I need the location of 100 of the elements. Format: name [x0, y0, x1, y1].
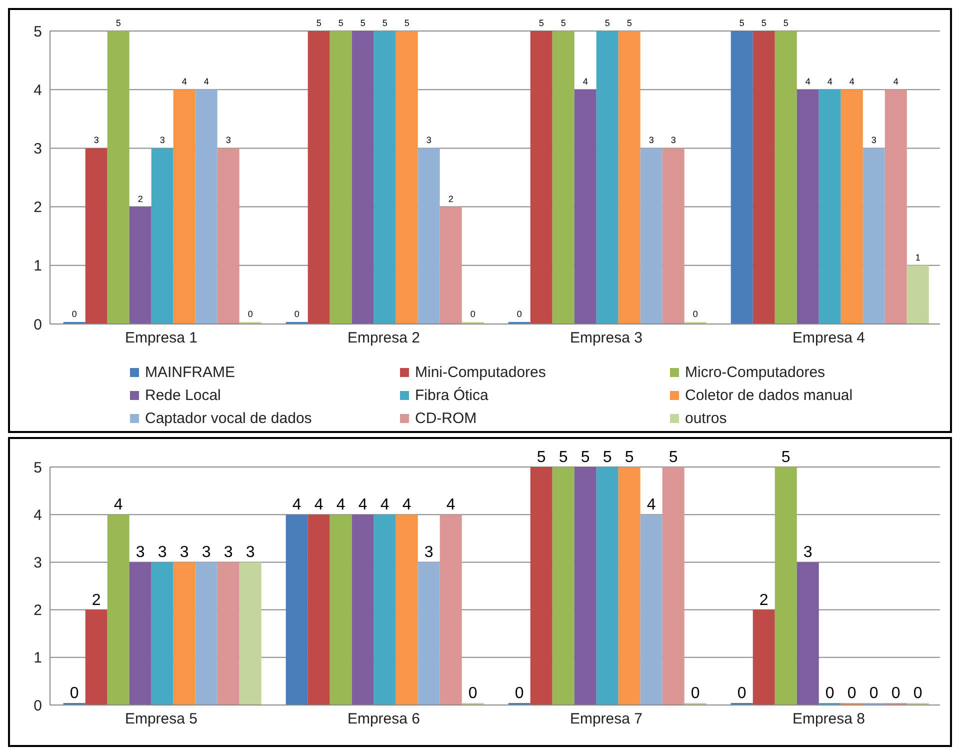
- bar: [151, 148, 174, 324]
- bar: [239, 562, 262, 705]
- data-label: 1: [915, 252, 920, 262]
- data-label: 4: [114, 496, 123, 514]
- data-label: 3: [424, 544, 434, 562]
- x-tick-label: Empresa 5: [124, 710, 198, 728]
- x-tick-label: Empresa 6: [347, 710, 420, 728]
- bar: [552, 31, 574, 324]
- data-label: 4: [827, 76, 832, 87]
- bar: [107, 514, 130, 705]
- data-label: 0: [737, 685, 746, 702]
- data-label: 0: [516, 309, 522, 319]
- data-label: 2: [92, 592, 101, 609]
- bar: [618, 467, 640, 705]
- x-tick-label: Empresa 1: [124, 330, 198, 347]
- data-label: 5: [781, 449, 790, 466]
- bar: [596, 467, 618, 705]
- data-label: 4: [805, 76, 810, 87]
- data-label: 3: [180, 544, 189, 562]
- bar: [862, 148, 885, 324]
- bar: [662, 467, 684, 705]
- data-label: 0: [869, 685, 878, 702]
- bar: [129, 206, 152, 324]
- bar: [352, 31, 374, 324]
- data-label: 3: [426, 135, 432, 146]
- data-label: 4: [446, 496, 456, 514]
- bar: [107, 31, 130, 324]
- data-label: 0: [847, 685, 856, 702]
- y-tick-label: 4: [34, 506, 42, 524]
- data-label: 4: [336, 496, 346, 514]
- bar: [618, 31, 640, 324]
- x-tick-label: Empresa 3: [570, 330, 643, 347]
- data-label: 5: [761, 18, 766, 28]
- data-label: 0: [70, 685, 79, 702]
- data-label: 3: [94, 135, 99, 146]
- bar: [440, 206, 462, 324]
- bar: [195, 90, 218, 324]
- legend-label: outros: [685, 410, 727, 427]
- data-label: 4: [204, 76, 209, 87]
- y-tick-label: 0: [34, 316, 42, 334]
- data-label: 5: [404, 18, 410, 28]
- data-label: 4: [358, 496, 368, 514]
- data-label: 5: [604, 18, 610, 28]
- y-tick-label: 3: [34, 554, 42, 572]
- data-label: 3: [158, 544, 167, 562]
- data-label: 5: [538, 18, 544, 28]
- bar: [596, 31, 618, 324]
- legend-label: Mini-Computadores: [415, 364, 546, 381]
- bar: [906, 265, 929, 324]
- data-label: 0: [913, 685, 922, 702]
- bar: [640, 148, 662, 324]
- data-label: 4: [182, 76, 187, 87]
- legend-label: CD-ROM: [415, 410, 477, 427]
- bar: [574, 90, 596, 324]
- data-label: 5: [116, 18, 121, 28]
- data-label: 5: [338, 18, 344, 28]
- bar: [85, 610, 108, 705]
- data-label: 5: [580, 449, 590, 466]
- bar: [173, 90, 196, 324]
- data-label: 0: [72, 309, 77, 319]
- data-label: 0: [468, 685, 478, 702]
- bar: [396, 31, 418, 324]
- data-label: 3: [648, 135, 654, 146]
- bar: [217, 148, 240, 324]
- bar: [396, 514, 418, 705]
- data-label: 5: [783, 18, 788, 28]
- data-label: 5: [668, 449, 678, 466]
- y-tick-label: 4: [34, 82, 42, 99]
- data-label: 5: [602, 449, 612, 466]
- data-label: 2: [759, 592, 768, 609]
- bar: [374, 31, 396, 324]
- bar: [552, 467, 574, 705]
- data-label: 5: [739, 18, 744, 28]
- data-label: 4: [380, 496, 390, 514]
- data-label: 3: [226, 135, 231, 146]
- bar: [173, 562, 196, 705]
- data-label: 2: [448, 194, 454, 204]
- bar: [774, 467, 797, 705]
- data-label: 4: [646, 496, 656, 514]
- y-tick-label: 1: [34, 258, 42, 275]
- data-label: 3: [224, 544, 233, 562]
- bar: [286, 514, 308, 705]
- bar: [85, 148, 108, 324]
- data-label: 0: [692, 309, 698, 319]
- data-label: 0: [470, 309, 476, 319]
- bar: [530, 31, 552, 324]
- data-label: 0: [514, 685, 524, 702]
- y-tick-label: 1: [34, 650, 42, 667]
- data-label: 5: [558, 449, 568, 466]
- y-tick-label: 5: [34, 459, 42, 476]
- data-label: 3: [670, 135, 676, 146]
- data-label: 2: [138, 194, 143, 204]
- data-label: 3: [246, 544, 255, 562]
- bar: [217, 562, 240, 705]
- legend-label: Rede Local: [145, 387, 221, 404]
- data-label: 3: [871, 135, 876, 146]
- data-label: 0: [825, 685, 834, 702]
- data-label: 5: [624, 449, 634, 466]
- bar: [195, 562, 218, 705]
- data-label: 3: [803, 544, 812, 562]
